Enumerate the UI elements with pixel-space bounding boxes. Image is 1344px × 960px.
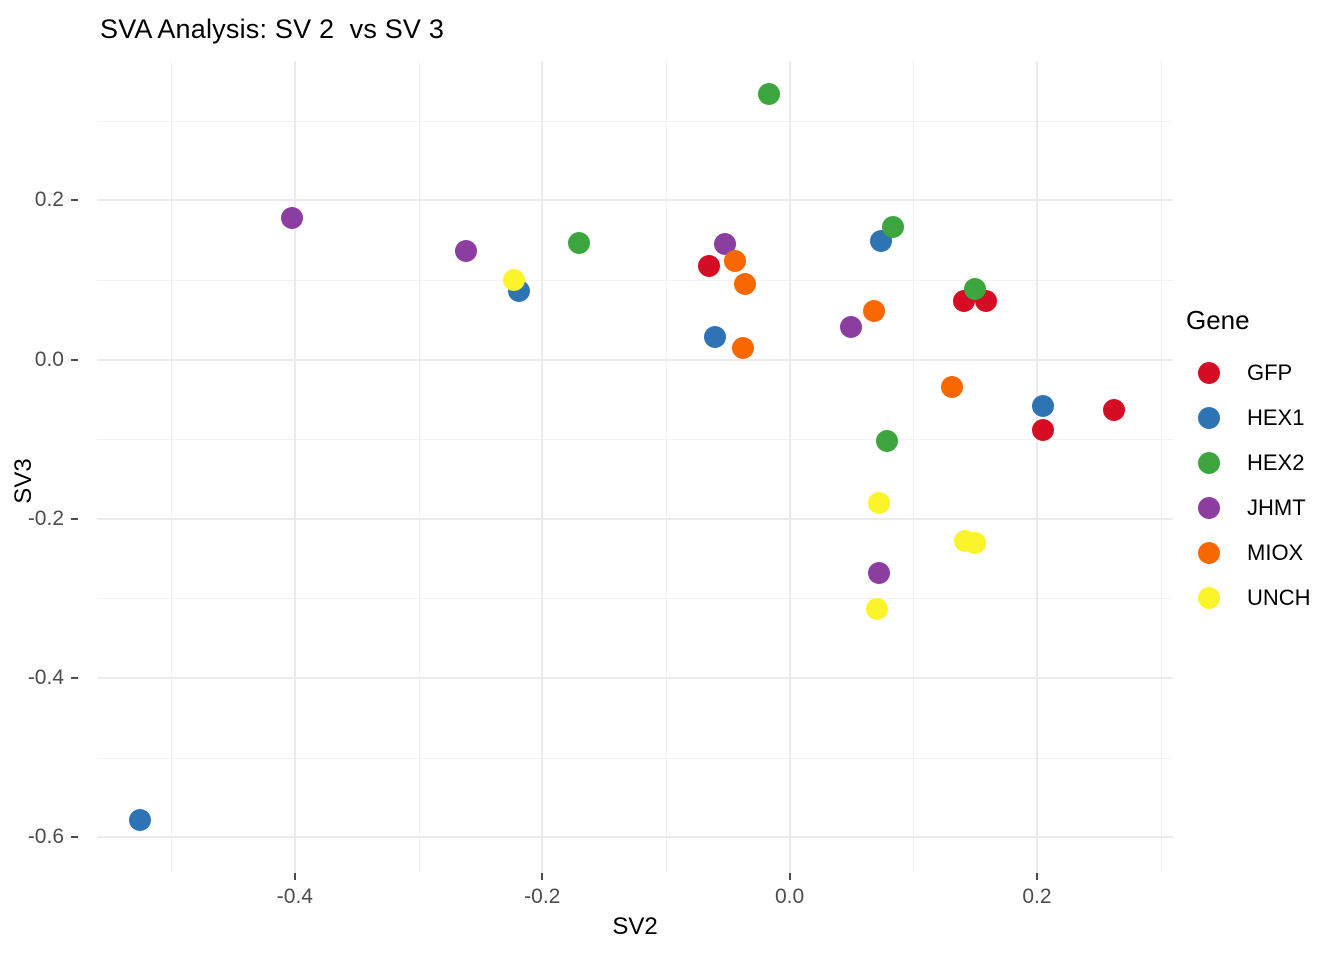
- gridline-major-horizontal: [97, 836, 1173, 839]
- legend-label: UNCH: [1247, 584, 1311, 610]
- legend-key: [1186, 451, 1231, 474]
- gridline-minor-vertical: [1160, 61, 1162, 873]
- data-point[interactable]: [704, 326, 727, 349]
- data-point[interactable]: [698, 254, 721, 277]
- gridline-minor-horizontal: [97, 439, 1173, 441]
- data-point[interactable]: [714, 233, 737, 256]
- legend-key: [1186, 496, 1231, 519]
- gridline-major-horizontal: [97, 199, 1173, 202]
- data-point[interactable]: [876, 429, 899, 452]
- x-tick-label: 0.0: [774, 885, 805, 908]
- x-tick-mark: [788, 873, 791, 880]
- data-point[interactable]: [862, 299, 885, 322]
- x-axis-ticks: -0.4 -0.2 0.0 0.2: [97, 873, 1173, 923]
- legend-item-jhmt[interactable]: JHMT: [1186, 485, 1344, 530]
- legend-title: Gene: [1186, 305, 1250, 335]
- data-point[interactable]: [964, 277, 987, 300]
- legend-item-gfp[interactable]: GFP: [1186, 350, 1344, 395]
- data-point[interactable]: [940, 376, 963, 399]
- y-tick-label: 0.2: [34, 188, 64, 212]
- legend-label: MIOX: [1247, 539, 1304, 565]
- gridline-minor-vertical: [913, 61, 915, 873]
- legend: Gene GFP HEX1 HEX2 JHMT MIOX UNCH: [1186, 305, 1344, 620]
- x-tick-label: -0.2: [524, 885, 561, 908]
- gridline-major-vertical: [1035, 61, 1038, 873]
- y-tick-mark: [71, 517, 78, 520]
- data-point[interactable]: [757, 83, 780, 106]
- x-tick-mark: [541, 873, 544, 880]
- legend-swatch-circle-icon: [1197, 406, 1220, 429]
- gridline-minor-vertical: [171, 61, 173, 873]
- y-axis-title: SV3: [10, 458, 37, 504]
- data-point[interactable]: [734, 272, 757, 295]
- legend-item-unch[interactable]: UNCH: [1186, 575, 1344, 620]
- gridline-minor-vertical: [665, 61, 667, 873]
- data-point[interactable]: [867, 491, 890, 514]
- legend-item-miox[interactable]: MIOX: [1186, 530, 1344, 575]
- legend-label: HEX1: [1247, 404, 1305, 430]
- gridline-major-vertical: [541, 61, 544, 873]
- legend-swatch-circle-icon: [1197, 361, 1220, 384]
- legend-key: [1186, 406, 1231, 429]
- y-axis-ticks: 0.2 0.0 -0.2 -0.4 -0.6: [0, 61, 78, 873]
- legend-swatch-circle-icon: [1197, 541, 1220, 564]
- data-point[interactable]: [882, 215, 905, 238]
- data-point[interactable]: [502, 268, 525, 291]
- legend-label: HEX2: [1247, 449, 1305, 475]
- chart-title: SVA Analysis: SV 2 vs SV 3: [100, 14, 445, 44]
- data-point[interactable]: [1032, 418, 1055, 441]
- y-tick-mark: [71, 199, 78, 202]
- legend-swatch-circle-icon: [1197, 451, 1220, 474]
- gridline-minor-vertical: [418, 61, 420, 873]
- legend-key: [1186, 361, 1231, 384]
- y-tick-label: -0.2: [27, 506, 64, 530]
- y-tick-label: 0.0: [34, 347, 64, 371]
- x-tick-label: 0.2: [1022, 885, 1052, 908]
- plot-panel: [97, 61, 1173, 873]
- y-tick-label: -0.4: [27, 665, 64, 689]
- legend-items: GFP HEX1 HEX2 JHMT MIOX UNCH: [1186, 350, 1344, 620]
- data-point[interactable]: [129, 808, 152, 831]
- legend-key: [1186, 541, 1231, 564]
- x-tick-label: -0.4: [276, 885, 313, 908]
- gridline-major-horizontal: [97, 358, 1173, 361]
- gridline-minor-horizontal: [97, 120, 1173, 122]
- data-point[interactable]: [281, 206, 304, 229]
- data-point[interactable]: [1102, 398, 1125, 421]
- gridline-minor-horizontal: [97, 279, 1173, 281]
- data-point[interactable]: [1032, 394, 1055, 417]
- legend-item-hex1[interactable]: HEX1: [1186, 395, 1344, 440]
- legend-label: GFP: [1247, 359, 1293, 385]
- x-tick-mark: [293, 873, 296, 880]
- legend-label: JHMT: [1247, 494, 1306, 520]
- y-tick-mark: [71, 836, 78, 839]
- data-point[interactable]: [724, 249, 747, 272]
- gridline-major-vertical: [293, 61, 296, 873]
- data-point[interactable]: [568, 232, 591, 255]
- gridline-minor-horizontal: [97, 757, 1173, 759]
- data-point[interactable]: [964, 531, 987, 554]
- y-tick-label: -0.6: [27, 825, 64, 849]
- data-point[interactable]: [866, 597, 889, 620]
- data-point[interactable]: [731, 337, 754, 360]
- data-point[interactable]: [840, 315, 863, 338]
- gridline-minor-horizontal: [97, 598, 1173, 600]
- gridline-major-horizontal: [97, 517, 1173, 520]
- y-tick-mark: [71, 358, 78, 361]
- data-point[interactable]: [867, 561, 890, 584]
- gridline-major-vertical: [788, 61, 791, 873]
- legend-key: [1186, 586, 1231, 609]
- legend-swatch-circle-icon: [1197, 586, 1220, 609]
- x-axis-title: SV2: [612, 913, 658, 940]
- legend-item-hex2[interactable]: HEX2: [1186, 440, 1344, 485]
- data-point[interactable]: [454, 240, 477, 263]
- gridline-major-horizontal: [97, 676, 1173, 679]
- y-tick-mark: [71, 676, 78, 679]
- legend-swatch-circle-icon: [1197, 496, 1220, 519]
- x-tick-mark: [1035, 873, 1038, 880]
